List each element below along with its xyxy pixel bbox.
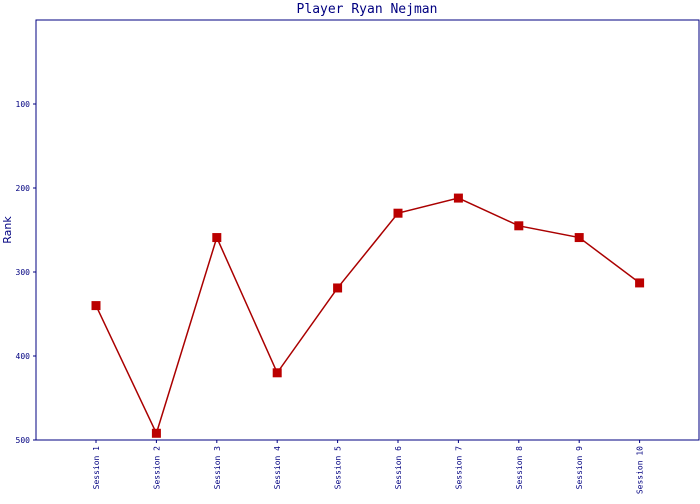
series-rank [91, 193, 645, 438]
data-point [453, 193, 463, 203]
x-tick-label: Session 1 [92, 446, 101, 490]
x-tick-label: Session 6 [394, 446, 403, 490]
x-axis-ticks: Session 1 Session 2 Session 3 Session 4 Sess… [92, 440, 645, 494]
y-tick-label: 200 [16, 184, 31, 193]
data-point [151, 428, 161, 438]
data-point [91, 301, 101, 311]
y-tick-label: 300 [16, 268, 31, 277]
x-tick-label: Session 5 [334, 446, 343, 490]
y-tick-label: 100 [16, 100, 31, 109]
y-axis-ticks: 100 200 300 400 500 [16, 100, 36, 445]
chart-title: Player Ryan Nejman [297, 2, 438, 17]
series-line [95, 197, 641, 436]
x-tick-label: Session 3 [213, 446, 222, 490]
data-point [635, 278, 645, 288]
x-tick-label: Session 9 [575, 446, 584, 490]
y-tick-label: 500 [16, 436, 31, 445]
x-tick-label: Session 4 [273, 446, 282, 490]
x-tick-label: Session 2 [152, 446, 161, 490]
x-tick-label: Session 10 [636, 446, 645, 494]
data-point [393, 208, 403, 218]
y-axis-label: Rank [1, 216, 14, 244]
data-point [574, 233, 584, 243]
data-point [514, 221, 524, 231]
y-tick-label: 400 [16, 352, 31, 361]
data-point [272, 368, 282, 378]
plot-area-frame [35, 19, 700, 441]
x-tick-label: Session 8 [515, 446, 524, 490]
data-point [333, 283, 343, 293]
data-point [212, 233, 222, 243]
x-tick-label: Session 7 [454, 446, 463, 490]
